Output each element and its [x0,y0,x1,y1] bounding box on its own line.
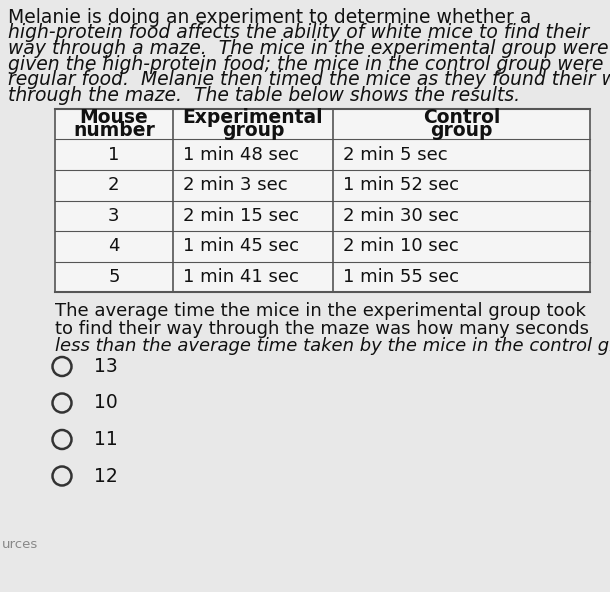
Text: 12: 12 [94,466,118,485]
Text: to find their way through the maze was how many seconds: to find their way through the maze was h… [55,320,589,337]
Text: way through a maze.  The mice in the experimental group were: way through a maze. The mice in the expe… [8,39,609,58]
Text: regular food.  Melanie then timed the mice as they found their way: regular food. Melanie then timed the mic… [8,70,610,89]
Text: 1 min 41 sec: 1 min 41 sec [183,268,298,286]
Text: 2 min 10 sec: 2 min 10 sec [343,237,459,255]
Text: group: group [221,121,284,140]
Text: given the high-protein food; the mice in the control group were give: given the high-protein food; the mice in… [8,54,610,73]
Text: high-protein food affects the ability of white mice to find their: high-protein food affects the ability of… [8,24,589,43]
Text: 2: 2 [108,176,120,194]
Text: 11: 11 [94,430,118,449]
Text: 2 min 15 sec: 2 min 15 sec [183,207,299,225]
Text: 4: 4 [108,237,120,255]
Text: 1 min 52 sec: 1 min 52 sec [343,176,459,194]
Text: 1: 1 [108,146,120,164]
Text: 2 min 30 sec: 2 min 30 sec [343,207,459,225]
Text: Control: Control [423,108,500,127]
Text: Experimental: Experimental [182,108,323,127]
Text: Melanie is doing an experiment to determine whether a: Melanie is doing an experiment to determ… [8,8,531,27]
Text: 2 min 3 sec: 2 min 3 sec [183,176,287,194]
Text: 2 min 5 sec: 2 min 5 sec [343,146,448,164]
Text: urces: urces [2,538,38,551]
Text: number: number [73,121,155,140]
Text: The average time the mice in the experimental group took: The average time the mice in the experim… [55,302,586,320]
Text: 13: 13 [94,357,118,376]
Text: 10: 10 [94,394,118,413]
Text: less than the average time taken by the mice in the control group?: less than the average time taken by the … [55,337,610,355]
Text: 1 min 55 sec: 1 min 55 sec [343,268,459,286]
Text: 5: 5 [108,268,120,286]
Bar [55,109,590,292]
Text: 1 min 48 sec: 1 min 48 sec [183,146,298,164]
Text: through the maze.  The table below shows the results.: through the maze. The table below shows … [8,85,520,105]
Text: Mouse: Mouse [79,108,148,127]
Text: group: group [430,121,493,140]
Text: 1 min 45 sec: 1 min 45 sec [183,237,299,255]
Text: 3: 3 [108,207,120,225]
